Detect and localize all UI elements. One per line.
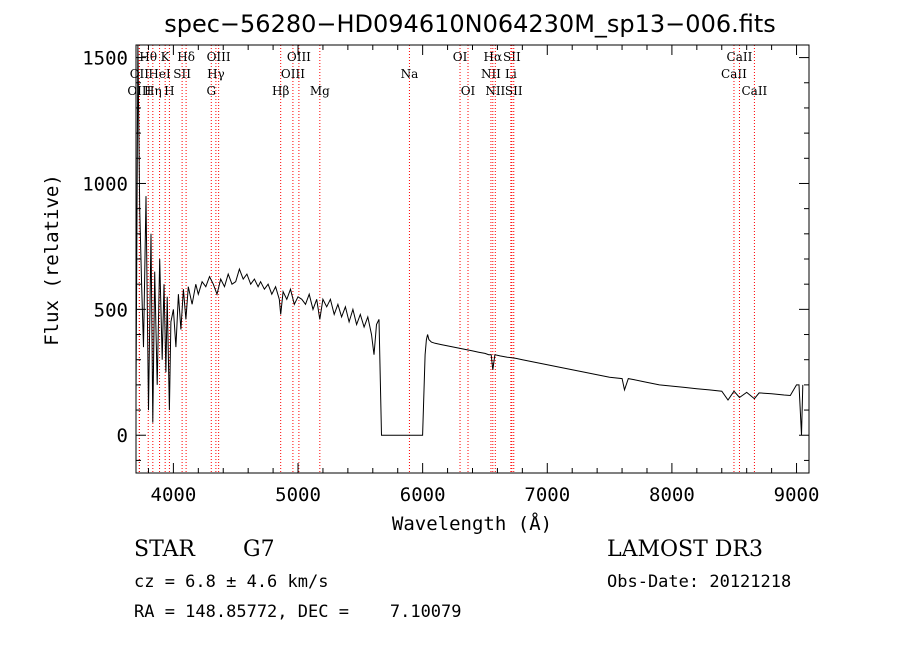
survey-name: LAMOST DR3: [607, 537, 763, 562]
x-axis-ticks: 4000 5000 6000 7000 8000 9000: [147, 45, 820, 506]
spectral-line-label: OIII: [207, 50, 231, 64]
y-tick-label: 0: [117, 425, 128, 447]
spectral-line-label: OI: [461, 84, 476, 98]
spectral-line-label: Hδ: [177, 50, 195, 64]
y-axis-label: Flux (relative): [41, 174, 63, 346]
coordinates-text: RA = 148.85772, DEC = 7.10079: [134, 602, 462, 622]
x-tick-label: 7000: [524, 484, 570, 506]
spectral-line-label: OII: [130, 67, 150, 81]
object-class: STAR: [134, 537, 195, 562]
spectral-line-label: H: [164, 84, 174, 98]
spectral-line-label: G: [206, 84, 216, 98]
spectral-line-label: OI: [453, 50, 468, 64]
spectral-line-label: CaII: [721, 67, 747, 81]
x-tick-label: 8000: [649, 484, 695, 506]
y-tick-label: 1000: [82, 173, 128, 195]
x-tick-label: 9000: [774, 484, 820, 506]
spectral-line-label: Mg: [310, 84, 330, 98]
spectral-line-label: OIII: [127, 84, 151, 98]
spectral-line-label: Hγ: [207, 67, 225, 81]
x-tick-label: 4000: [151, 484, 197, 506]
spectral-line-label: OIII: [287, 50, 311, 64]
obs-date: Obs-Date: 20121218: [607, 572, 792, 592]
spectral-line-markers: HθOIIOIIIHηHeIKHSIIHδGHγOIIIHβOIIIOIIIMg…: [127, 45, 768, 473]
spectral-line-label: Hθ: [139, 50, 157, 64]
spectral-line-label: SII: [505, 84, 523, 98]
y-axis-ticks: 0 500 1000 1500: [82, 48, 809, 461]
spectral-line-label: NII: [485, 84, 505, 98]
spectral-line-label: K: [161, 50, 171, 64]
spectral-line-label: OIII: [281, 67, 305, 81]
redshift-text: cz = 6.8 ± 4.6 km/s: [134, 572, 329, 592]
spectral-line-label: Hη: [144, 84, 162, 98]
object-subclass: G7: [243, 537, 275, 562]
spectral-line-label: Li: [505, 67, 517, 81]
spectral-line-label: Na: [401, 67, 419, 81]
chart-title: spec−56280−HD094610N064230M_sp13−006.fit…: [164, 10, 776, 38]
spectral-line-label: CaII: [727, 50, 753, 64]
y-tick-label: 500: [94, 299, 128, 321]
y-tick-label: 1500: [82, 48, 128, 70]
spectral-line-label: Hα: [484, 50, 503, 64]
plot-frame: [135, 44, 810, 474]
spectrum-line: [135, 44, 804, 436]
x-tick-label: 5000: [275, 484, 321, 506]
x-axis-label: Wavelength (Å): [392, 512, 552, 535]
spectral-line-label: SII: [173, 67, 191, 81]
spectral-line-label: HeI: [148, 67, 171, 81]
spectral-line-label: Hβ: [272, 84, 289, 98]
spectral-line-label: SII: [503, 50, 521, 64]
x-tick-label: 6000: [400, 484, 446, 506]
spectral-line-label: CaII: [741, 84, 767, 98]
spectral-line-label: NII: [481, 67, 501, 81]
